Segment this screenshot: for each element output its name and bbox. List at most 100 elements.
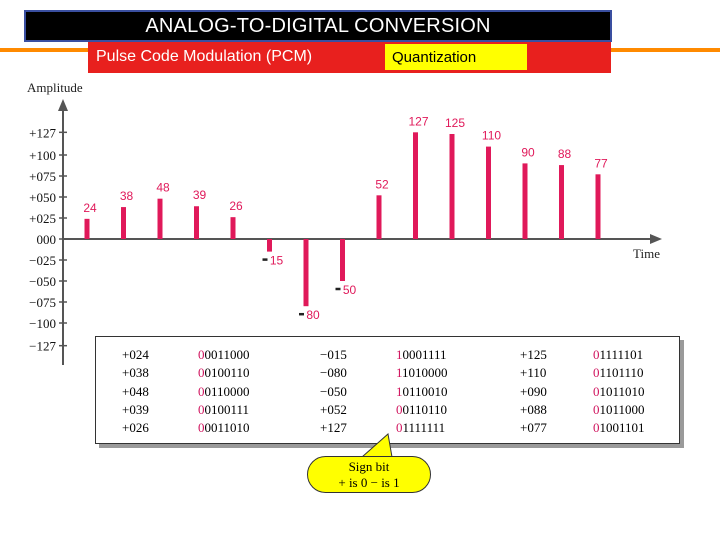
sample-label: 48: [156, 181, 170, 195]
table-column-values-2: −015 −080 −050 +052 +127: [320, 346, 347, 437]
quantized-value: +048: [122, 383, 149, 399]
quantized-value: +110: [520, 365, 547, 381]
quantized-value: +038: [122, 365, 149, 381]
quantized-value: −080: [320, 365, 347, 381]
binary-code: 10110010: [396, 383, 448, 401]
subtitle-bar: Pulse Code Modulation (PCM) Quantization: [88, 42, 611, 73]
binary-code: 00110000: [198, 383, 250, 401]
y-axis-arrow-up: [58, 99, 68, 111]
sample-bar: [413, 132, 418, 239]
y-tick-label: −100: [29, 316, 56, 331]
binary-code: 00011000: [198, 346, 250, 364]
quantized-value: +026: [122, 420, 149, 436]
y-tick-label: −075: [29, 295, 56, 310]
y-tick-label: +127: [29, 125, 56, 140]
quantized-value: +125: [520, 347, 547, 362]
magnitude-bits: 0100110: [204, 365, 250, 381]
magnitude-bits: 0110110: [402, 401, 448, 417]
x-axis-title: Time: [633, 246, 660, 261]
x-axis-arrow: [650, 234, 662, 244]
sample-bar: [522, 163, 528, 239]
y-tick-label: +100: [29, 148, 56, 163]
binary-code: 01011010: [593, 383, 645, 401]
sample-bar: [121, 207, 126, 239]
binary-code: 00011010: [198, 419, 250, 437]
sample-bar: [486, 146, 491, 239]
topic-tag-label: Quantization: [392, 49, 477, 66]
sample-label: 26: [229, 199, 243, 213]
table-column-values-1: +024 +038 +048 +039 +026: [122, 346, 149, 437]
table-column-codes-2: 10001111 11010000 10110010 00110110 01111111: [396, 346, 448, 437]
quantized-value: +090: [520, 383, 547, 399]
sample-bar: [449, 134, 455, 239]
sample-bar: [559, 165, 564, 239]
sample-bar: [303, 239, 309, 307]
magnitude-bits: 1011000: [599, 401, 645, 417]
sign-bit: 0: [593, 383, 600, 399]
sample-label: 24: [83, 201, 97, 215]
binary-code: 01011000: [593, 401, 645, 419]
y-tick-label: 000: [37, 232, 57, 247]
y-tick-label: +050: [29, 190, 56, 205]
sign-bit: 0: [198, 383, 205, 399]
table-column-codes-1: 00011000 00100110 00110000 00100111 00011010: [198, 346, 250, 437]
sign-bit: 0: [593, 401, 600, 417]
y-tick-label: −025: [29, 253, 56, 268]
sample-bar: [157, 198, 163, 239]
callout-line-1: Sign bit: [348, 459, 390, 474]
pcm-chart: Amplitude Time +127 +100 +075 +050 +025 000 −025…: [27, 80, 662, 365]
quantized-value: +052: [320, 401, 347, 417]
table-column-codes-3: 0 1111101 0 1101110 01011010 01011000 01001101: [593, 346, 645, 437]
sign-bit: 1: [396, 383, 403, 399]
page-title: ANALOG-TO-DIGITAL CONVERSION: [145, 15, 491, 37]
sample-bar: [340, 239, 345, 281]
quantized-value: −050: [320, 383, 347, 399]
sign-bit: 0: [198, 347, 205, 362]
sample-label: 90: [521, 145, 535, 159]
sign-bit: 0: [198, 365, 205, 381]
callout-line-2: + is 0 − is 1: [338, 475, 400, 490]
code-table: +024 +038 +048 +039 +026 00011000 00100110 001…: [95, 336, 680, 444]
sample-label: 80: [306, 308, 320, 322]
sample-label: 15: [270, 254, 284, 268]
sign-bit: 0: [198, 401, 205, 417]
magnitude-bits: 1011010: [599, 383, 645, 399]
binary-code: 00100111: [198, 401, 250, 419]
title-bar: ANALOG-TO-DIGITAL CONVERSION: [24, 10, 612, 42]
y-tick-label: −050: [29, 274, 56, 289]
sample-label: 77: [594, 156, 608, 170]
sample-label: 39: [193, 188, 207, 202]
quantized-value: +024: [122, 347, 149, 362]
magnitude-bits: 0100111: [204, 401, 250, 417]
sign-bit: 0: [396, 420, 403, 436]
sign-bit: 0: [396, 401, 403, 417]
binary-code: 10001111: [396, 346, 448, 364]
sample-bar: [84, 218, 90, 239]
sample-label: 52: [375, 177, 389, 191]
sample-bar: [376, 195, 382, 239]
quantized-value: +039: [122, 401, 149, 417]
binary-code: 11010000: [396, 364, 448, 382]
magnitude-bits: 1001101: [599, 420, 645, 436]
magnitude-bits: 0001111: [402, 347, 447, 362]
y-tick-label: −127: [29, 339, 56, 354]
magnitude-bits: 1101110: [599, 365, 644, 381]
sample-label: 127: [408, 114, 428, 128]
sample-label: 38: [120, 189, 134, 203]
sample-label: 125: [445, 116, 465, 130]
quantized-value: +127: [320, 420, 347, 436]
subtitle: Pulse Code Modulation (PCM): [96, 48, 313, 65]
sample-bar: [267, 239, 272, 252]
y-tick-label: +025: [29, 211, 56, 226]
sample-label: 88: [558, 147, 572, 161]
magnitude-bits: 0011010: [204, 420, 250, 436]
sign-bit-callout: Sign bit + is 0 − is 1: [307, 456, 431, 493]
magnitude-bits: 1010000: [402, 365, 448, 381]
y-tick-label: +075: [29, 169, 56, 184]
sign-bit: 1: [396, 365, 403, 381]
sample-label: 50: [343, 283, 357, 297]
binary-code: 00100110: [198, 364, 250, 382]
magnitude-bits: 1111101: [599, 347, 644, 362]
table-column-values-3: +125 +110 +090 +088 +077: [520, 346, 547, 437]
binary-code: 01001101: [593, 419, 645, 437]
